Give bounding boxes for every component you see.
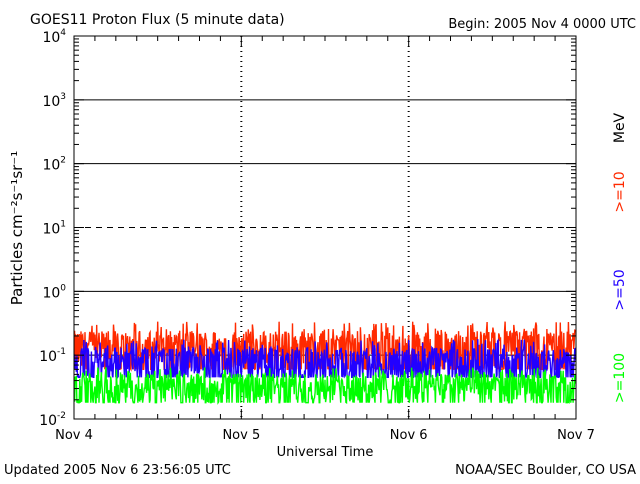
- legend-entry: >=50: [612, 269, 628, 310]
- y-tick-label-exponent: 3: [60, 92, 66, 102]
- y-tick-label-base: 10: [42, 94, 60, 110]
- x-axis-tick-labels: Nov 4 Nov 5 Nov 6 Nov 7: [55, 428, 595, 443]
- y-tick-label: 104: [42, 28, 66, 46]
- series-layer: [74, 321, 576, 405]
- legend-entry: >=100: [612, 353, 628, 403]
- y-tick-label: 103: [42, 92, 66, 110]
- y-axis-ticks: [74, 35, 576, 420]
- plot-area: [73, 35, 577, 420]
- x-axis-label: Universal Time: [277, 445, 374, 460]
- y-tick-label: 101: [42, 220, 66, 238]
- x-axis-ticks: [73, 36, 577, 419]
- x-tick-label: Nov 5: [222, 428, 260, 443]
- y-tick-label-exponent: -2: [57, 411, 66, 421]
- x-tick-label: Nov 4: [55, 428, 93, 443]
- x-tick-label: Nov 7: [557, 428, 595, 443]
- begin-label: Begin: 2005 Nov 4 0000 UTC: [448, 17, 636, 32]
- y-tick-label-exponent: -1: [57, 347, 66, 357]
- y-tick-label-exponent: 0: [60, 283, 66, 293]
- updated-timestamp: Updated 2005 Nov 6 23:56:05 UTC: [4, 463, 231, 478]
- y-tick-label: 10-1: [39, 347, 66, 365]
- gridlines: [74, 99, 576, 356]
- chart-title: GOES11 Proton Flux (5 minute data): [30, 12, 285, 28]
- y-tick-label-exponent: 2: [60, 156, 66, 166]
- x-tick-label: Nov 6: [390, 428, 428, 443]
- y-tick-label-base: 10: [42, 222, 60, 238]
- y-tick-label-base: 10: [42, 285, 60, 301]
- y-tick-label: 102: [42, 156, 66, 174]
- y-tick-label: 100: [42, 283, 66, 301]
- legend-entry: >=10: [612, 171, 628, 212]
- y-axis-label: Particles cm⁻²s⁻¹sr⁻¹: [8, 151, 26, 305]
- series-line-ge50: [74, 338, 576, 380]
- y-tick-label-base: 10: [42, 30, 60, 46]
- legend: MeV >=10 >=50 >=100: [612, 112, 628, 403]
- y-tick-label-exponent: 4: [60, 28, 66, 38]
- y-tick-label-base: 10: [42, 158, 60, 174]
- source-credit: NOAA/SEC Boulder, CO USA: [455, 463, 636, 478]
- y-axis-label-text: Particles cm⁻²s⁻¹sr⁻¹: [8, 151, 26, 305]
- series-line-ge100: [74, 367, 576, 405]
- y-tick-label-base: 10: [39, 349, 57, 365]
- y-tick-label-base: 10: [39, 413, 57, 429]
- legend-unit: MeV: [612, 112, 628, 143]
- y-tick-label: 10-2: [39, 411, 66, 429]
- y-tick-label-exponent: 1: [60, 220, 66, 230]
